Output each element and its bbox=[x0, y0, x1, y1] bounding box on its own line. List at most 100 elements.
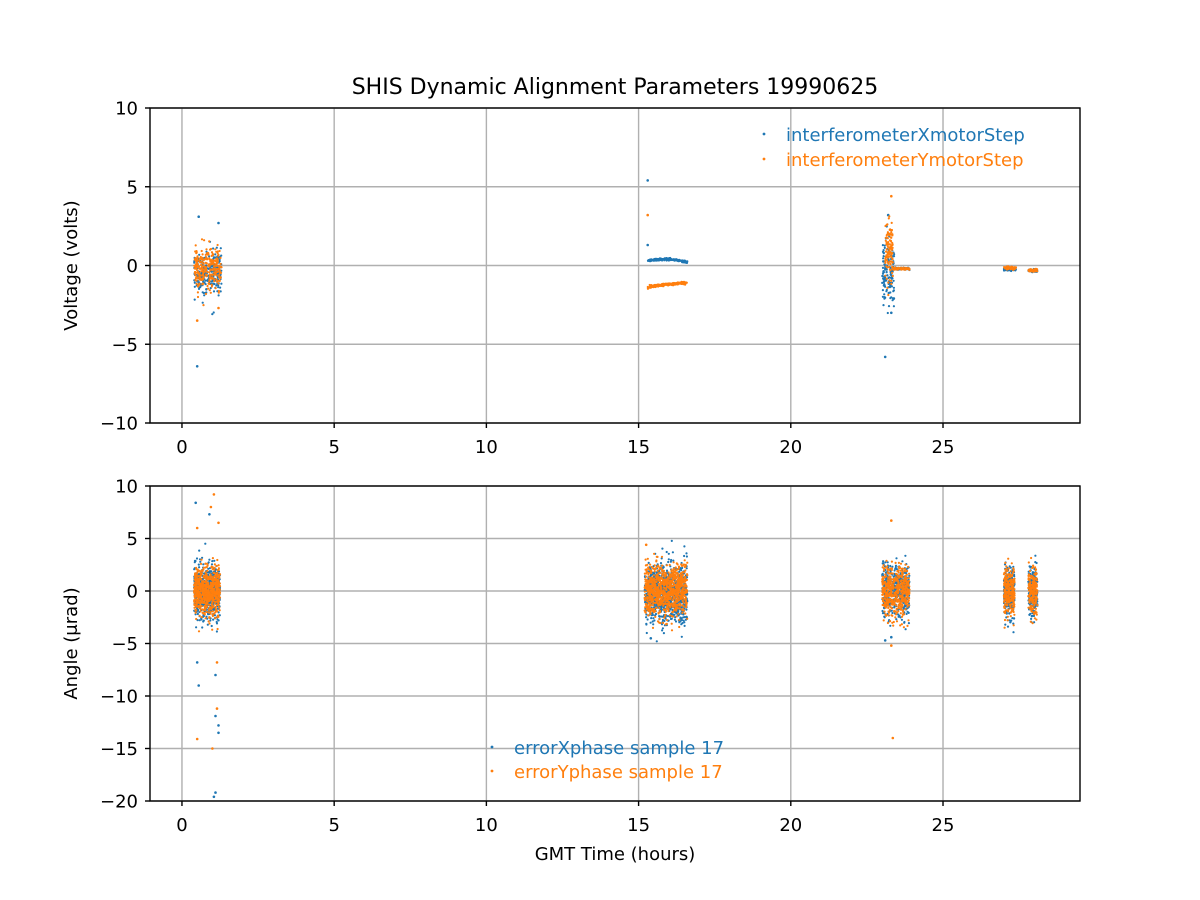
point-interferometerYmotorStep bbox=[202, 265, 205, 268]
point-interferometerXmotorStep bbox=[685, 261, 688, 264]
point-interferometerYmotorStep bbox=[1031, 269, 1034, 272]
point-interferometerYmotorStep bbox=[217, 289, 220, 293]
point-interferometerYmotorStep bbox=[200, 270, 203, 273]
point-errorYphase-sample-17 bbox=[211, 568, 214, 571]
point-errorXphase-sample-17 bbox=[681, 566, 684, 570]
point-interferometerXmotorStep bbox=[215, 246, 218, 249]
point-interferometerXmotorStep bbox=[882, 271, 885, 274]
y-tick-label: 5 bbox=[127, 177, 138, 198]
point-interferometerYmotorStep bbox=[195, 260, 198, 263]
point-errorXphase-sample-17 bbox=[890, 635, 893, 639]
point-errorYphase-sample-17 bbox=[218, 598, 221, 601]
point-interferometerYmotorStep bbox=[200, 263, 203, 266]
point-interferometerXmotorStep bbox=[882, 284, 885, 287]
point-interferometerYmotorStep bbox=[904, 267, 908, 270]
point-errorXphase-sample-17 bbox=[907, 611, 910, 615]
point-errorYphase-sample-17 bbox=[209, 577, 212, 581]
point-interferometerYmotorStep bbox=[215, 278, 218, 281]
point-interferometerXmotorStep bbox=[219, 290, 222, 293]
point-errorYphase-sample-17 bbox=[205, 593, 208, 597]
point-errorXphase-sample-17 bbox=[201, 556, 204, 559]
point-interferometerYmotorStep bbox=[194, 244, 197, 247]
point-interferometerXmotorStep bbox=[681, 259, 684, 262]
point-errorYphase-sample-17 bbox=[217, 564, 220, 567]
point-errorXphase-sample-17 bbox=[195, 557, 199, 560]
point-errorXphase-sample-17 bbox=[215, 630, 218, 633]
point-interferometerYmotorStep bbox=[201, 253, 204, 256]
point-errorXphase-sample-17 bbox=[1034, 554, 1037, 557]
point-errorXphase-sample-17 bbox=[670, 617, 673, 620]
y-tick-label: −5 bbox=[111, 335, 138, 356]
point-interferometerYmotorStep bbox=[664, 282, 667, 285]
point-interferometerXmotorStep bbox=[650, 258, 653, 261]
point-interferometerYmotorStep bbox=[199, 255, 202, 259]
point-interferometerXmotorStep bbox=[884, 276, 887, 279]
point-errorYphase-sample-17 bbox=[204, 591, 208, 594]
point-interferometerXmotorStep bbox=[193, 298, 196, 301]
point-errorYphase-sample-17 bbox=[199, 587, 202, 590]
point-errorXphase-sample-17 bbox=[658, 615, 661, 618]
point-errorXphase-sample-17 bbox=[685, 608, 688, 611]
point-interferometerXmotorStep bbox=[656, 258, 659, 261]
point-interferometerYmotorStep bbox=[890, 221, 893, 224]
point-interferometerXmotorStep bbox=[889, 291, 892, 294]
point-errorXphase-sample-17 bbox=[670, 558, 673, 562]
point-interferometerXmotorStep bbox=[890, 285, 894, 288]
point-interferometerYmotorStep bbox=[219, 277, 222, 280]
point-errorYphase-sample-17 bbox=[193, 600, 196, 603]
point-errorXphase-sample-17 bbox=[685, 555, 689, 558]
point-errorXphase-sample-17 bbox=[204, 542, 207, 545]
point-errorYphase-sample-17 bbox=[216, 592, 219, 595]
point-interferometerYmotorStep bbox=[672, 283, 676, 286]
point-interferometerYmotorStep bbox=[213, 273, 217, 276]
point-errorXphase-sample-17 bbox=[209, 619, 212, 622]
point-interferometerYmotorStep bbox=[198, 276, 201, 279]
point-errorYphase-sample-17 bbox=[208, 616, 211, 619]
point-interferometerXmotorStep bbox=[668, 257, 671, 260]
point-errorXphase-sample-17 bbox=[208, 558, 211, 561]
point-errorXphase-sample-17 bbox=[202, 563, 205, 566]
point-errorXphase-sample-17 bbox=[217, 619, 220, 622]
point-errorYphase-sample-17 bbox=[209, 573, 212, 576]
point-interferometerYmotorStep bbox=[885, 254, 888, 257]
point-interferometerYmotorStep bbox=[216, 257, 219, 260]
point-interferometerYmotorStep bbox=[1033, 270, 1036, 273]
point-errorYphase-sample-17 bbox=[204, 603, 208, 606]
point-errorYphase-sample-17 bbox=[214, 607, 217, 610]
point-errorXphase-sample-17 bbox=[194, 501, 197, 505]
point-interferometerYmotorStep bbox=[670, 282, 673, 285]
point-interferometerYmotorStep bbox=[210, 277, 213, 280]
point-interferometerXmotorStep bbox=[212, 311, 215, 314]
point-interferometerXmotorStep bbox=[889, 273, 892, 276]
point-errorYphase-sample-17 bbox=[199, 590, 202, 593]
point-interferometerYmotorStep bbox=[208, 282, 211, 286]
point-interferometerYmotorStep bbox=[195, 319, 199, 322]
point-errorXphase-sample-17 bbox=[212, 618, 215, 621]
point-errorXphase-sample-17 bbox=[883, 639, 887, 642]
point-errorYphase-sample-17 bbox=[201, 599, 204, 603]
point-interferometerYmotorStep bbox=[884, 236, 887, 239]
point-interferometerYmotorStep bbox=[884, 224, 887, 228]
point-interferometerYmotorStep bbox=[216, 243, 219, 247]
point-errorXphase-sample-17 bbox=[1006, 625, 1010, 628]
point-interferometerYmotorStep bbox=[205, 266, 208, 269]
point-errorYphase-sample-17 bbox=[195, 575, 198, 579]
point-errorYphase-sample-17 bbox=[215, 597, 218, 600]
point-errorYphase-sample-17 bbox=[216, 627, 219, 631]
point-errorYphase-sample-17 bbox=[211, 599, 214, 603]
point-errorYphase-sample-17 bbox=[197, 630, 201, 633]
point-interferometerYmotorStep bbox=[194, 274, 197, 277]
point-errorYphase-sample-17 bbox=[203, 606, 206, 609]
point-interferometerXmotorStep bbox=[882, 252, 885, 255]
point-errorYphase-sample-17 bbox=[214, 578, 217, 581]
point-interferometerYmotorStep bbox=[666, 282, 670, 285]
point-interferometerYmotorStep bbox=[208, 257, 211, 260]
point-interferometerXmotorStep bbox=[219, 286, 222, 289]
point-errorXphase-sample-17 bbox=[667, 560, 670, 564]
point-interferometerXmotorStep bbox=[215, 284, 218, 287]
point-interferometerYmotorStep bbox=[897, 266, 900, 269]
point-errorYphase-sample-17 bbox=[214, 611, 217, 614]
point-errorYphase-sample-17 bbox=[195, 609, 198, 612]
point-interferometerYmotorStep bbox=[216, 270, 219, 274]
point-interferometerYmotorStep bbox=[216, 261, 219, 264]
